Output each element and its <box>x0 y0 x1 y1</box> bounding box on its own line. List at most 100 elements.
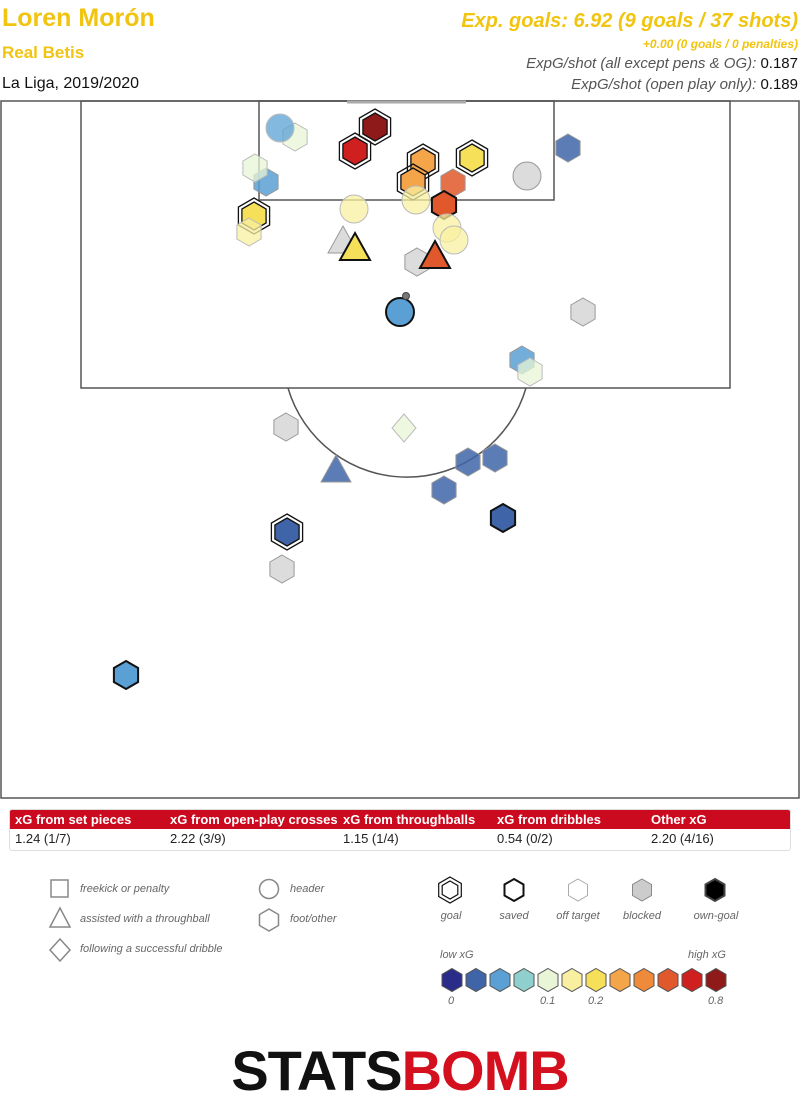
table-header-cell: Other xG <box>651 812 707 827</box>
pitch-markings <box>0 100 800 799</box>
xg-color-scale <box>441 967 727 993</box>
shot-hexagon <box>342 136 368 166</box>
shot-hexagon <box>242 153 268 183</box>
xg-scale-swatch <box>657 967 679 993</box>
statsbomb-logo: STATSBOMB <box>0 1038 800 1103</box>
shot-marker <box>482 443 508 473</box>
logo-text-bomb: BOMB <box>401 1039 570 1102</box>
shot-triangle <box>418 238 452 269</box>
shot-marker <box>489 502 517 534</box>
shot-hexagon <box>269 554 295 584</box>
scale-tick-label: 0 <box>448 995 455 1007</box>
shot-marker <box>401 185 431 215</box>
shot-triangle <box>338 230 372 261</box>
xg-per-shot-all-label: ExpG/shot (all except pens & OG): <box>526 55 757 72</box>
off-target-outcome-icon <box>568 878 588 902</box>
shot-circle <box>339 194 369 224</box>
shot-hexagon <box>431 475 457 505</box>
foot-hexagon-icon <box>258 908 280 932</box>
shot-hexagon <box>459 143 485 173</box>
shot-marker <box>517 357 543 387</box>
shot-circle <box>385 297 415 327</box>
xg-scale-swatch <box>465 967 487 993</box>
legend-label-goal: goal <box>440 910 462 922</box>
xg-summary: Exp. goals: 6.92 (9 goals / 37 shots) <box>461 10 798 32</box>
legend-label-off-target: off target <box>556 910 600 922</box>
xg-scale-swatch <box>633 967 655 993</box>
shot-hexagon <box>273 412 299 442</box>
legend-label-own-goal: own-goal <box>693 910 739 922</box>
table-row: 1.24 (1/7) 2.22 (3/9) 1.15 (1/4) 0.54 (0… <box>10 829 790 850</box>
shot-marker <box>112 659 140 691</box>
table-header-cell: xG from open-play crosses <box>170 812 338 827</box>
goal-ring <box>358 108 392 146</box>
xg-per-shot-open: ExpG/shot (open play only): 0.189 <box>571 76 798 93</box>
scale-tick-label: 0.2 <box>588 995 604 1007</box>
table-header-cell: xG from set pieces <box>15 812 132 827</box>
table-cell: 2.20 (4/16) <box>651 831 714 846</box>
scale-tick-label: 0.8 <box>708 995 724 1007</box>
shot-marker <box>338 132 372 170</box>
shot-marker <box>570 297 596 327</box>
shot-hexagon <box>274 517 300 547</box>
goal-outcome-icon <box>438 876 462 904</box>
xg-scale-swatch <box>489 967 511 993</box>
penalty-arc <box>287 387 527 478</box>
saved-outcome-icon <box>503 877 525 903</box>
table-header-cell: xG from dribbles <box>497 812 602 827</box>
shots-layer <box>112 108 596 691</box>
shot-hexagon <box>517 357 543 387</box>
goal-ring <box>338 132 372 170</box>
xg-scale-swatch <box>585 967 607 993</box>
shot-circle <box>439 225 469 255</box>
shot-marker <box>320 453 352 483</box>
shot-hexagon <box>489 502 517 534</box>
shot-hexagon <box>362 112 388 142</box>
legend-label-blocked: blocked <box>623 910 661 922</box>
blocked-outcome-icon <box>632 878 652 902</box>
shot-marker <box>269 554 295 584</box>
goal-outcome-inner <box>441 880 459 900</box>
shot-diamond <box>391 413 417 443</box>
legend-label-foot: foot/other <box>290 913 337 925</box>
xg-per-shot-all: ExpG/shot (all except pens & OG): 0.187 <box>526 55 798 72</box>
shot-hexagon <box>236 217 262 247</box>
competition-season: La Liga, 2019/2020 <box>2 75 140 92</box>
xg-per-shot-all-value: 0.187 <box>760 55 798 72</box>
legend-label-dribble: following a successful dribble <box>80 943 223 955</box>
shot-hexagon <box>112 659 140 691</box>
legend-graphics <box>48 876 727 993</box>
shot-marker <box>338 230 372 261</box>
team-name: Real Betis <box>2 43 85 62</box>
shot-hexagon <box>482 443 508 473</box>
xg-scale-swatch <box>441 967 463 993</box>
logo-text-stats: STATS <box>231 1039 402 1102</box>
outcome-legend-icons <box>438 876 726 904</box>
shot-marker <box>358 108 392 146</box>
shot-marker <box>431 475 457 505</box>
table-header-cell: xG from throughballs <box>343 812 476 827</box>
legend-label-freekick: freekick or penalty <box>80 883 170 895</box>
shot-hexagon <box>570 297 596 327</box>
xg-scale-swatch <box>609 967 631 993</box>
shot-marker <box>391 413 417 443</box>
shot-marker <box>455 447 481 477</box>
shot-marker <box>339 194 369 224</box>
xg-scale-swatch <box>561 967 583 993</box>
xg-scale-swatch <box>705 967 727 993</box>
pitch-outline <box>0 100 800 799</box>
shot-marker <box>242 153 268 183</box>
shot-marker <box>385 297 415 327</box>
legend-label-throughball: assisted with a throughball <box>80 913 210 925</box>
shot-marker <box>455 139 489 177</box>
shot-marker <box>418 238 452 269</box>
shot-hexagon <box>455 447 481 477</box>
table-cell: 1.24 (1/7) <box>15 831 71 846</box>
scale-low-label: low xG <box>440 949 474 961</box>
shot-marker <box>236 217 262 247</box>
table-header-row: xG from set pieces xG from open-play cro… <box>10 810 790 829</box>
xg-scale-swatch <box>537 967 559 993</box>
shot-marker <box>265 113 295 143</box>
xg-per-shot-open-value: 0.189 <box>760 76 798 93</box>
throughball-triangle-icon <box>48 906 72 928</box>
